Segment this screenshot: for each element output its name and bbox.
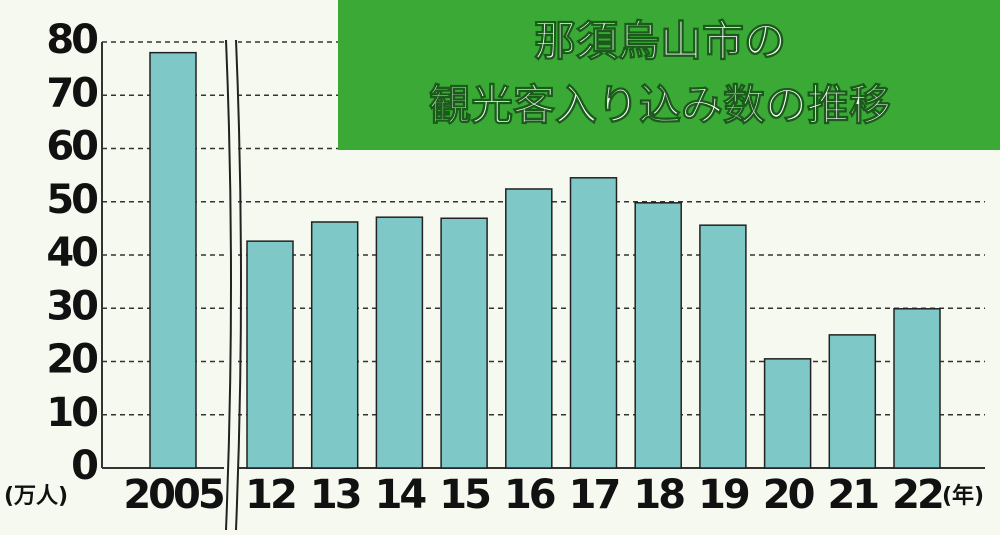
y-unit: (万人): [4, 484, 68, 509]
x-tick-label: 22: [892, 472, 942, 518]
bar: [893, 308, 941, 469]
y-tick-label: 30: [46, 283, 97, 329]
bar: [763, 358, 812, 469]
bar: [505, 188, 553, 469]
x-tick-label: 18: [633, 472, 684, 518]
x-tick-label: 2005: [123, 472, 223, 518]
y-tick-label: 60: [46, 124, 97, 170]
bar: [699, 224, 747, 469]
y-tick-label: 40: [46, 230, 97, 276]
x-tick-label: 19: [698, 472, 749, 518]
bar: [569, 177, 618, 469]
chart-title: 観光客入り込み数の推移: [429, 81, 891, 130]
bar: [634, 202, 682, 469]
plot-area: 0 10 20 30 40 50 60 70 80: [46, 17, 985, 489]
bar: [375, 216, 424, 469]
y-tick-label: 50: [46, 177, 97, 223]
x-tick-label: 13: [310, 472, 360, 518]
x-tick-label: 17: [569, 472, 619, 518]
y-tick-label: 0: [71, 443, 97, 489]
title-box: 那須烏山市の 観光客入り込み数の推移: [338, 0, 1000, 150]
x-tick-label: 14: [375, 472, 426, 518]
y-tick-label: 20: [46, 337, 97, 383]
x-tick-label: 21: [827, 472, 878, 518]
x-tick-label: 16: [504, 472, 555, 518]
x-tick-label: 12: [245, 472, 295, 518]
x-tick-label: 20: [763, 472, 814, 518]
title-background: [338, 0, 1000, 150]
bar: [828, 334, 877, 469]
x-unit: (年): [942, 483, 984, 509]
y-tick-label: 80: [46, 17, 97, 63]
y-tick-label: 70: [46, 70, 97, 116]
x-tick-label: 15: [439, 472, 490, 518]
bar: [149, 51, 197, 469]
bar: [246, 240, 294, 469]
chart-title: 那須烏山市の: [534, 17, 786, 66]
y-tick-label: 10: [46, 390, 97, 436]
break-mark: [224, 39, 242, 531]
bar: [310, 221, 359, 469]
bar: [440, 217, 488, 469]
